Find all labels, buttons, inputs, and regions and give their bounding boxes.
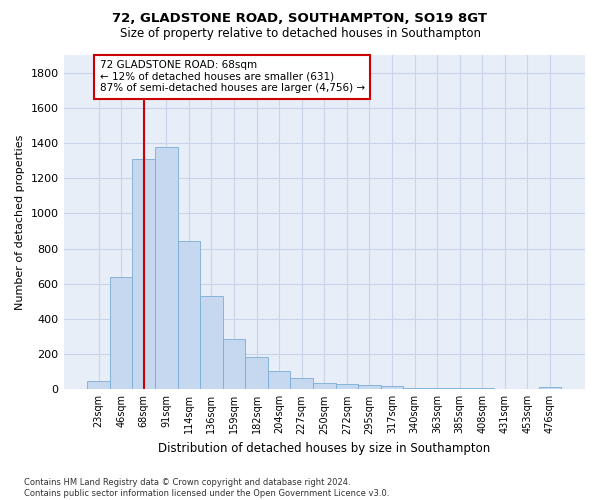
Bar [87,380,110,390]
Y-axis label: Number of detached properties: Number of detached properties [15,134,25,310]
Bar [133,159,155,390]
Bar [313,383,335,390]
Bar [448,388,471,390]
Bar [200,296,223,390]
Bar [290,378,313,390]
Bar [381,386,403,390]
Bar [358,385,381,390]
Bar [471,388,494,390]
Bar [245,357,268,390]
Bar [110,276,133,390]
Bar [335,384,358,390]
Bar [426,388,448,390]
Text: Contains HM Land Registry data © Crown copyright and database right 2024.
Contai: Contains HM Land Registry data © Crown c… [24,478,389,498]
Bar [539,386,561,390]
Bar [268,371,290,390]
Bar [178,240,200,390]
Text: 72 GLADSTONE ROAD: 68sqm
← 12% of detached houses are smaller (631)
87% of semi-: 72 GLADSTONE ROAD: 68sqm ← 12% of detach… [100,60,365,94]
Text: 72, GLADSTONE ROAD, SOUTHAMPTON, SO19 8GT: 72, GLADSTONE ROAD, SOUTHAMPTON, SO19 8G… [113,12,487,26]
Bar [223,339,245,390]
Bar [155,148,178,390]
Text: Size of property relative to detached houses in Southampton: Size of property relative to detached ho… [119,28,481,40]
X-axis label: Distribution of detached houses by size in Southampton: Distribution of detached houses by size … [158,442,490,455]
Bar [403,388,426,390]
